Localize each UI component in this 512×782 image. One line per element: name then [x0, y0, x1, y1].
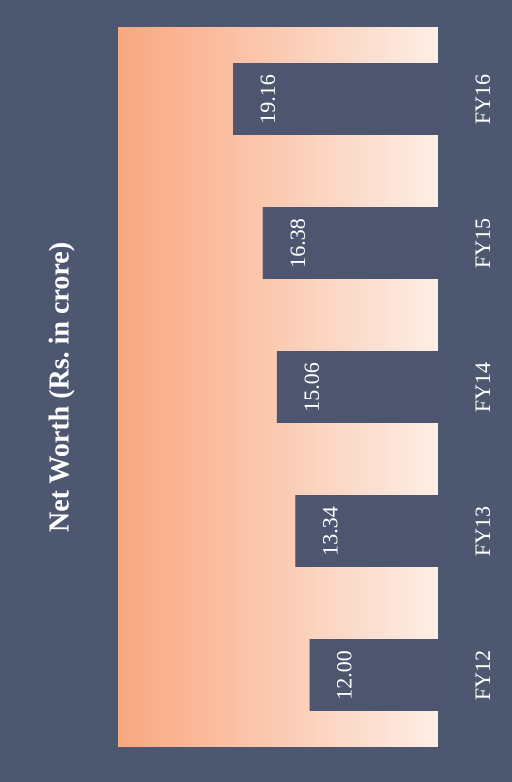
category-label: FY15 — [470, 218, 495, 268]
bar — [232, 63, 438, 135]
category-label: FY12 — [470, 650, 495, 700]
value-label: 19.16 — [255, 74, 280, 124]
category-label: FY13 — [470, 506, 495, 556]
value-label: 12.00 — [332, 650, 357, 700]
category-label: FY14 — [470, 362, 495, 412]
bar — [276, 351, 438, 423]
chart-title: Net Worth (Rs. in crore) — [44, 242, 75, 532]
bar — [309, 639, 438, 711]
bar — [295, 495, 438, 567]
category-label: FY16 — [470, 74, 495, 124]
bar — [262, 207, 438, 279]
value-label: 13.34 — [317, 506, 342, 556]
value-label: 16.38 — [285, 218, 310, 268]
value-label: 15.06 — [299, 362, 324, 412]
